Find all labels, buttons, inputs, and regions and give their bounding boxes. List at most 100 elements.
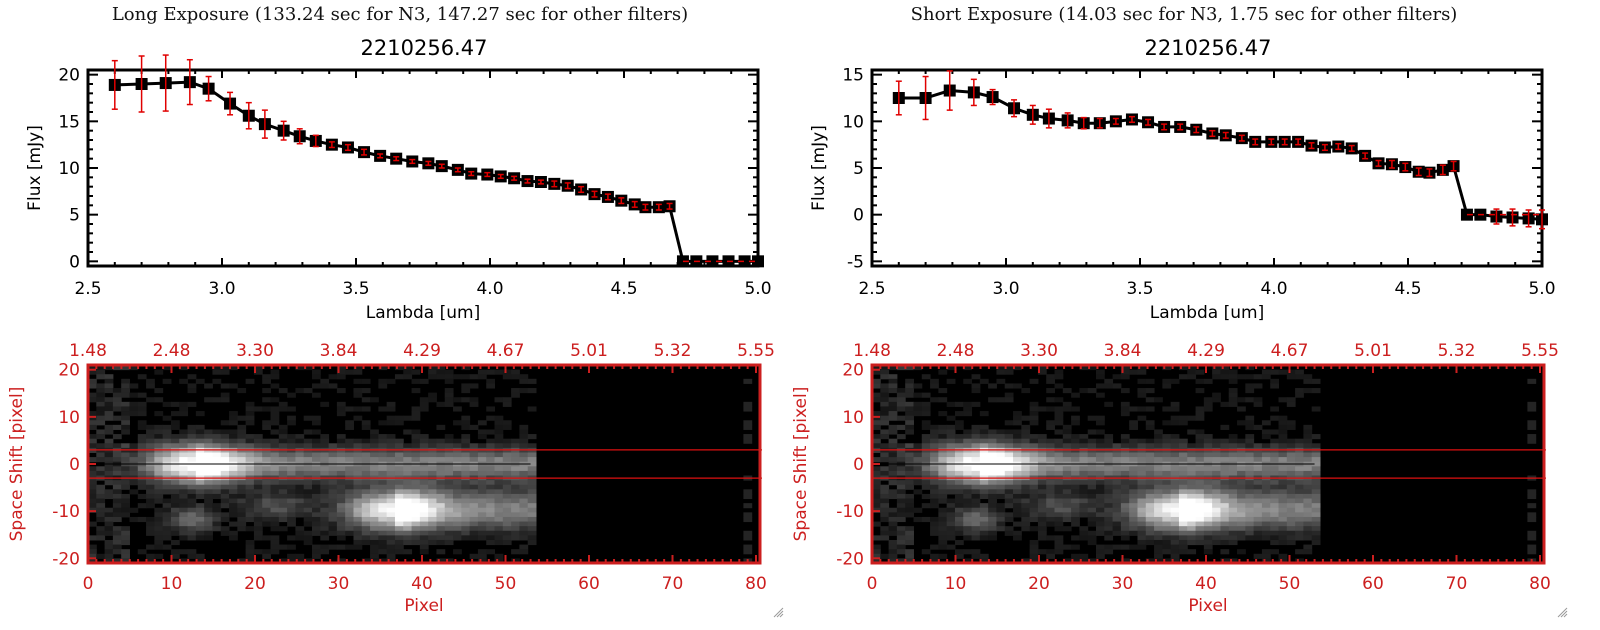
image-pixel: [477, 443, 487, 449]
image-pixel: [1029, 443, 1039, 449]
image-pixel: [237, 484, 247, 490]
image-pixel: [336, 411, 346, 417]
image-pixel: [253, 406, 263, 412]
image-pixel: [195, 470, 205, 477]
image-pixel: [1087, 498, 1097, 504]
image-pixel: [954, 411, 964, 417]
image-pixel: [229, 420, 238, 426]
image-pixel: [872, 489, 881, 495]
image-pixel: [1037, 365, 1047, 371]
image-pixel: [162, 484, 172, 490]
image-pixel: [1037, 466, 1047, 472]
image-pixel: [1187, 530, 1197, 536]
image-pixel: [170, 498, 180, 504]
image-pixel: [378, 549, 388, 555]
y-tick-label: 15: [58, 112, 80, 132]
image-pixel: [1046, 493, 1056, 500]
image-pixel: [394, 452, 404, 458]
image-pixel: [1245, 438, 1255, 444]
image-pixel: [971, 503, 981, 509]
image-pixel: [394, 530, 404, 536]
image-pixel: [1220, 530, 1230, 536]
image-pixel: [946, 530, 956, 536]
image-pixel: [1195, 526, 1205, 532]
image-pixel: [1303, 489, 1313, 495]
image-pixel: [930, 452, 939, 458]
image-pixel: [262, 489, 272, 495]
y-tick-label: 10: [842, 408, 864, 428]
image-pixel: [129, 365, 139, 371]
image-pixel: [1096, 553, 1105, 559]
image-pixel: [1096, 443, 1105, 449]
image-pixel: [1079, 498, 1089, 504]
image-pixel: [469, 424, 479, 430]
image-pixel: [253, 498, 263, 504]
image-pixel: [1286, 539, 1296, 546]
image-pixel: [469, 498, 479, 504]
image-pixel: [494, 369, 504, 375]
image-pixel: [262, 512, 272, 518]
image-pixel: [154, 553, 164, 559]
image-pixel: [1311, 434, 1321, 440]
top-wavelength-label: 1.48: [69, 341, 107, 361]
image-pixel: [905, 406, 914, 412]
image-pixel: [229, 411, 238, 417]
image-pixel: [1170, 457, 1180, 463]
image-pixel: [1120, 521, 1130, 527]
image-pixel: [1079, 466, 1089, 472]
image-pixel: [494, 470, 504, 477]
image-pixel: [511, 530, 520, 536]
image-pixel: [278, 457, 288, 463]
image-pixel: [1203, 507, 1213, 513]
image-pixel: [872, 493, 881, 500]
image-pixel: [154, 530, 164, 536]
image-pixel: [104, 415, 114, 421]
image-pixel: [187, 484, 197, 490]
resize-grip-icon[interactable]: [772, 606, 784, 618]
image-pixel: [1145, 457, 1155, 463]
image-pixel: [1261, 452, 1271, 458]
image-pixel: [913, 466, 923, 472]
image-pixel: [444, 530, 454, 536]
image-pixel: [444, 401, 454, 407]
resize-grip-icon[interactable]: [1556, 606, 1568, 618]
image-pixel: [1013, 512, 1022, 518]
image-pixel: [370, 535, 379, 541]
image-pixel: [320, 535, 330, 541]
image-pixel: [494, 429, 504, 435]
image-pixel: [370, 434, 379, 440]
image-pixel: [220, 438, 230, 444]
image-pixel: [1278, 516, 1288, 523]
image-pixel: [386, 434, 396, 440]
image-pixel: [204, 457, 213, 463]
image-pixel: [1021, 493, 1031, 500]
image-pixel: [486, 526, 496, 532]
image-pixel: [378, 526, 388, 532]
image-pixel: [963, 434, 973, 440]
image-pixel: [1162, 503, 1172, 509]
image-pixel: [195, 489, 205, 495]
image-pixel: [386, 526, 396, 532]
image-pixel: [336, 438, 346, 444]
x-axis-label: Lambda [um]: [1150, 303, 1264, 323]
image-pixel: [104, 512, 114, 518]
image-pixel: [444, 539, 454, 546]
image-pixel: [104, 397, 114, 403]
image-pixel: [1096, 512, 1105, 518]
image-pixel: [1278, 558, 1288, 564]
image-pixel: [1054, 535, 1064, 541]
image-pixel: [1261, 503, 1271, 509]
image-pixel: [1220, 498, 1230, 504]
image-pixel: [1303, 378, 1313, 384]
image-pixel: [1203, 539, 1213, 546]
image-pixel: [1071, 553, 1080, 559]
image-pixel: [278, 438, 288, 444]
image-pixel: [212, 484, 222, 490]
image-pixel: [1054, 457, 1064, 463]
image-pixel: [1295, 484, 1304, 490]
image-pixel: [1004, 530, 1014, 536]
image-pixel: [444, 378, 454, 384]
image-pixel: [1261, 512, 1271, 518]
image-pixel: [1195, 484, 1205, 490]
image-pixel: [486, 438, 496, 444]
